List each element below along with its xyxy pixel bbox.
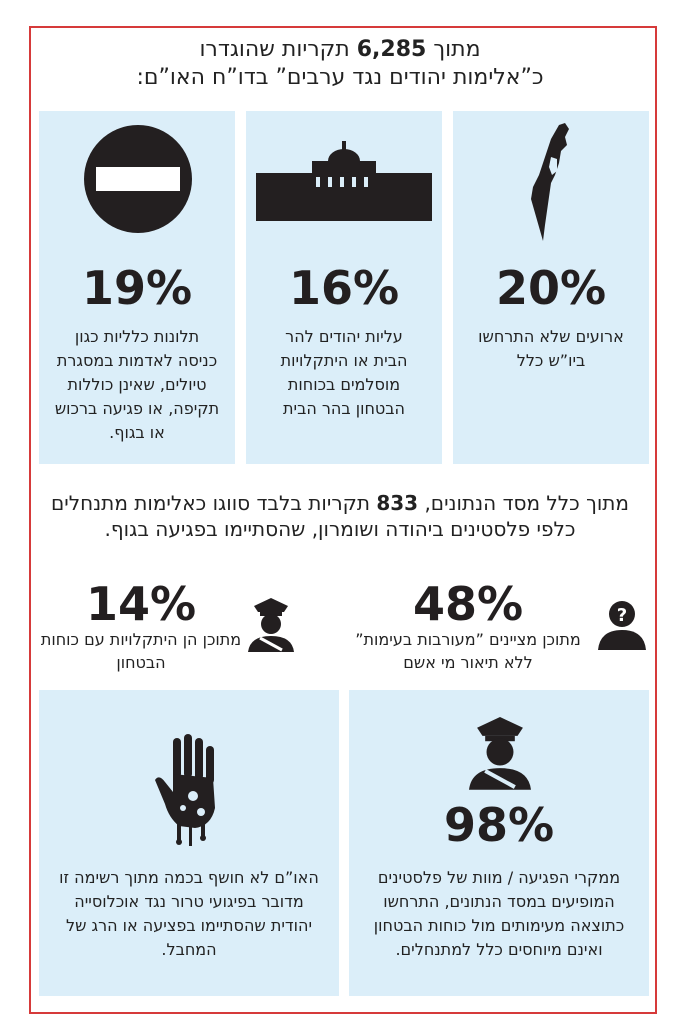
- panel-text-19: תלונות כלליות כגון כניסה לאדמות במסגרת ט…: [54, 327, 220, 442]
- no-entry-icon: [84, 125, 192, 233]
- panel-text-un: האו”ם לא חושף בכמה מתוך רשימה זו מדובר ב…: [59, 868, 319, 959]
- bloody-hand-icon: [155, 734, 215, 846]
- percent-48: 48%: [412, 577, 524, 631]
- middle-prefix: מתוך כלל מסד הנתונים,: [424, 491, 629, 515]
- title-number: 6,285: [356, 37, 427, 62]
- panel-text-98: ממקרי הפגיעה / מוות של פלסטינים המופיעים…: [373, 868, 625, 959]
- title-line2: כ”אלימות יהודים נגד ערבים” בדו”ח האו”ם:: [136, 65, 544, 90]
- temple-mount-icon: [256, 141, 432, 221]
- unknown-person-icon: ?: [598, 601, 646, 650]
- stat-text-14: מתוכן הן היתקלויות עם כוחות הבטחון: [40, 630, 242, 672]
- panel-text-20: ארועים שלא התרחשו ביו”ש כלל: [478, 327, 624, 370]
- stat-14: 14% מתוכן הן היתקלויות עם כוחות הבטחון: [36, 580, 246, 674]
- percent-19: 19%: [81, 261, 193, 315]
- israel-map-icon: [531, 123, 569, 241]
- percent-20: 20%: [495, 261, 607, 315]
- police-officer-icon: [248, 598, 294, 652]
- title-prefix: מתוך: [433, 37, 481, 62]
- panel-security-forces: 98% ממקרי הפגיעה / מוות של פלסטינים המופ…: [349, 690, 649, 996]
- panel-outside-judea-samaria: 20% ארועים שלא התרחשו ביו”ש כלל: [453, 111, 649, 464]
- police-officer-icon: [469, 716, 531, 790]
- panel-un-terror: האו”ם לא חושף בכמה מתוך רשימה זו מדובר ב…: [39, 690, 339, 996]
- panel-text-16: עליות יהודים להר הבית או היתקלויות מוסלמ…: [280, 327, 408, 418]
- percent-14: 14%: [85, 577, 197, 631]
- infographic-frame: [29, 26, 657, 1014]
- stat-text-48: מתוכן מציינים ”מעורבות בעימות” ללא תיאור…: [355, 630, 581, 672]
- panel-general-complaints: 19% תלונות כלליות כגון כניסה לאדמות במסג…: [39, 111, 235, 464]
- percent-16: 16%: [288, 261, 400, 315]
- middle-statement: מתוך כלל מסד הנתונים, 833 תקריות בלבד סו…: [40, 490, 640, 542]
- panel-temple-mount: 16% עליות יהודים להר הבית או היתקלויות מ…: [246, 111, 442, 464]
- infographic-title: מתוך 6,285 תקריות שהוגדרו כ”אלימות יהודי…: [40, 36, 640, 92]
- percent-98: 98%: [443, 798, 555, 852]
- middle-number: 833: [376, 491, 419, 515]
- stat-48: 48% מתוכן מציינים ”מעורבות בעימות” ללא ת…: [340, 580, 596, 674]
- svg-text:?: ?: [617, 605, 627, 626]
- title-suffix: תקריות שהוגדרו: [199, 37, 350, 62]
- middle-suffix: תקריות בלבד סווגו כאלימות מתנחלים כלפי פ…: [50, 491, 576, 541]
